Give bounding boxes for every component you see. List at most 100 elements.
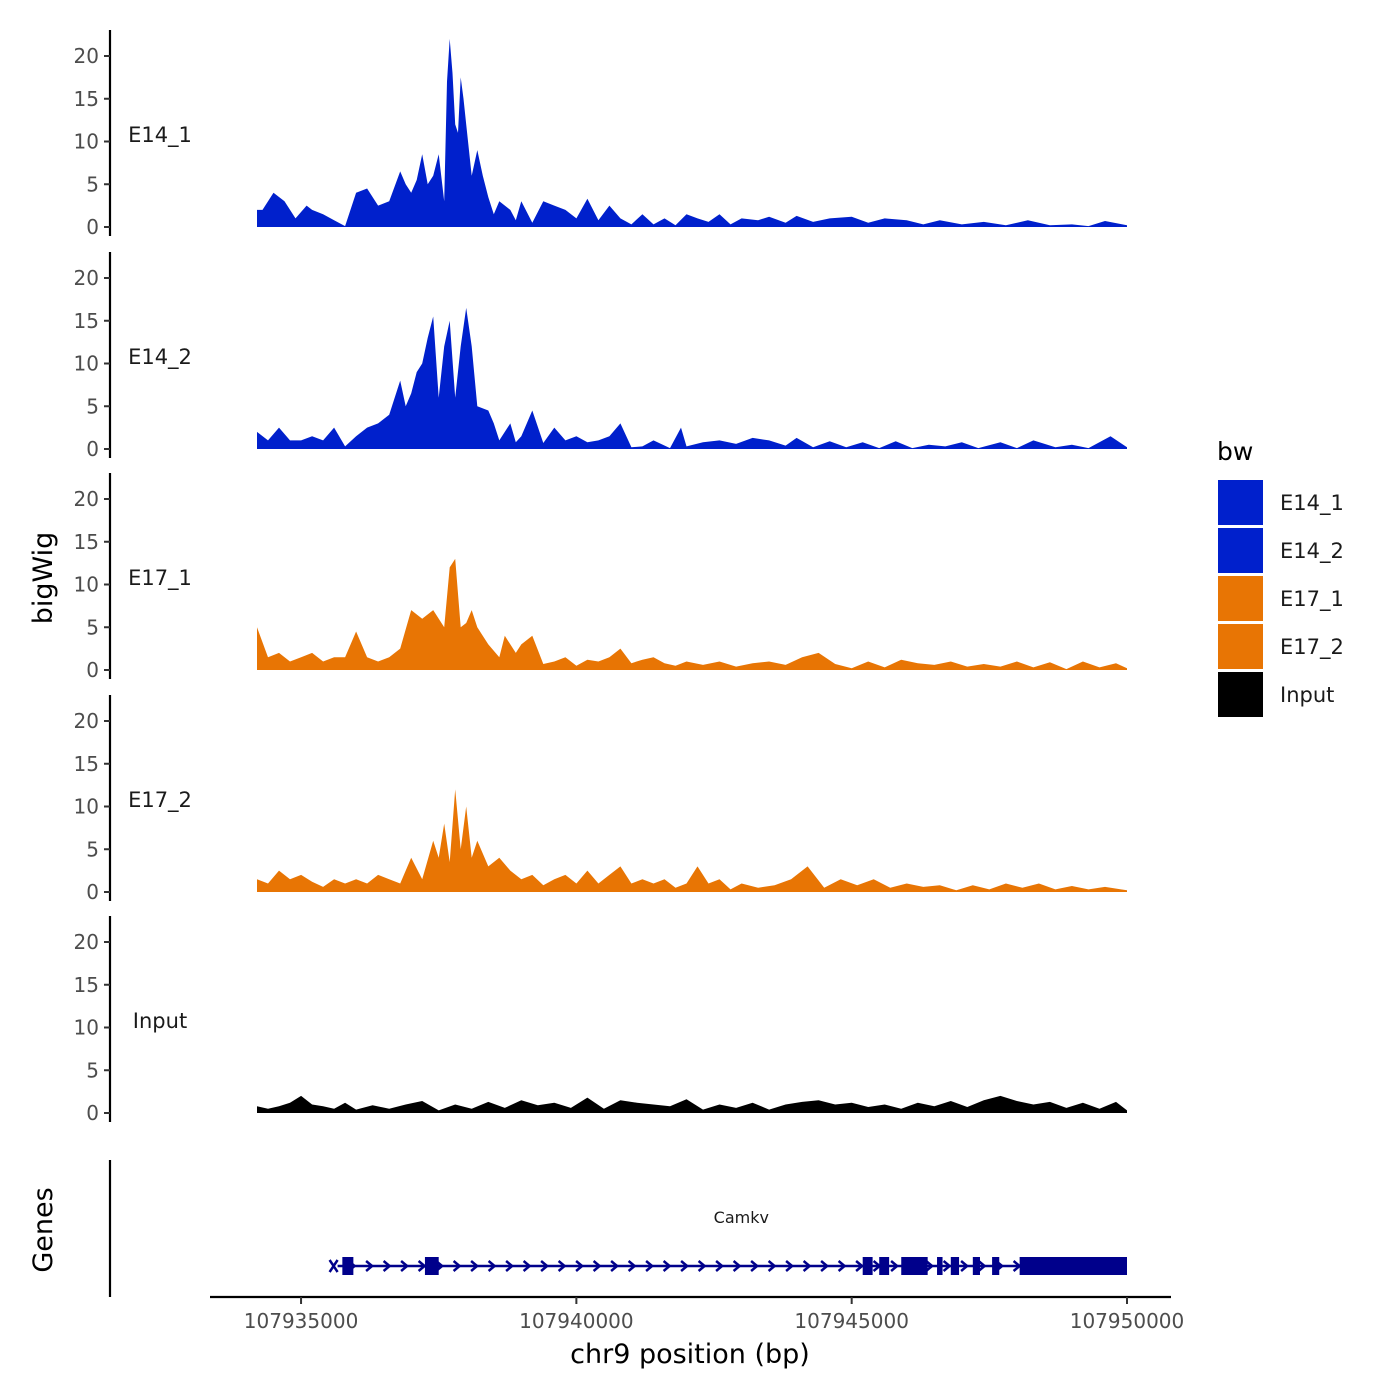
strand-arrow [1012,1260,1022,1272]
strand-arrow [592,1260,602,1272]
strand-arrow [610,1260,620,1272]
legend-label: E14_2 [1280,539,1344,564]
signal-area-Input [257,1095,1127,1113]
legend-swatch-E14_2 [1218,528,1263,573]
track-E17_2: 0 5 10 15 20 E17_2 [74,695,1127,904]
y-tick-label: 10 [74,795,99,819]
y-tick-label: 20 [74,487,99,511]
strand-arrow [732,1260,742,1272]
exon [1019,1257,1127,1275]
y-tick-label: 20 [74,44,99,68]
y-tick-label: 10 [74,573,99,597]
y-tick-label: 20 [74,709,99,733]
strand-arrow [417,1260,427,1272]
y-tick-label: 5 [86,837,99,861]
y-tick-label: 20 [74,266,99,290]
strand-arrow [522,1260,532,1272]
legend-swatch-E14_1 [1218,480,1263,525]
exon [862,1257,873,1275]
x-tick-label: 107950000 [1070,1309,1185,1333]
strand-arrow [855,1260,865,1272]
x-tick-label: 107935000 [244,1309,359,1333]
strand-arrow [452,1260,462,1272]
x-axis-title: chr9 position (bp) [570,1339,810,1370]
strand-arrow [645,1260,655,1272]
y-tick-label: 15 [74,309,99,333]
strand-arrow [715,1260,725,1272]
gene-track: Camkv [108,1160,1127,1297]
strand-arrow [382,1260,392,1272]
x-tick-label: 107945000 [794,1309,909,1333]
strand-arrow [802,1260,812,1272]
strand-arrow [487,1260,497,1272]
exon [424,1257,439,1275]
exon [937,1257,943,1275]
track-label: E17_2 [128,788,192,813]
y-tick-label: 15 [74,87,99,111]
exon [901,1257,928,1275]
strand-arrow [942,1260,952,1272]
genes-panel-title: Genes [28,1187,59,1272]
strand-arrow [820,1260,830,1272]
gene-start-mark [328,1259,339,1273]
exon [992,1257,1000,1275]
gene-Camkv: Camkv [328,1208,1127,1275]
track-E17_1: 0 5 10 15 20 E17_1 [74,473,1127,682]
track-E14_2: 0 5 10 15 20 E14_2 [74,252,1127,461]
legend-title: bw [1217,437,1253,466]
strand-arrow [662,1260,672,1272]
y-tick-label: 0 [86,1101,99,1125]
signal-area-E17_1 [257,558,1127,670]
legend-label: E17_2 [1280,635,1344,660]
x-axis: 107935000 107940000 107945000 107950000 [210,1295,1185,1333]
strand-arrow [470,1260,480,1272]
strand-arrow [767,1260,777,1272]
legend: bw E14_1 E14_2 E17_1 E17_2 Input [1217,437,1344,717]
strand-arrow [680,1260,690,1272]
legend-label: E17_1 [1280,587,1344,612]
y-tick-label: 10 [74,130,99,154]
strand-arrow [505,1260,515,1272]
strand-arrow [540,1260,550,1272]
y-tick-label: 20 [74,930,99,954]
track-label: Input [133,1009,187,1033]
strand-arrow [837,1260,847,1272]
y-tick-label: 0 [86,880,99,904]
signal-area-E14_2 [257,307,1127,449]
strand-arrow [925,1260,935,1272]
strand-arrow [575,1260,585,1272]
strand-arrow [785,1260,795,1272]
track-Input: 0 5 10 15 20 Input [74,916,1127,1125]
strand-arrow [977,1260,987,1272]
legend-label: E14_1 [1280,491,1344,516]
strand-arrow [697,1260,707,1272]
y-tick-label: 10 [74,352,99,376]
signal-area-E17_2 [257,789,1127,892]
y-tick-label: 10 [74,1016,99,1040]
exon [950,1257,960,1275]
signal-tracks: 05101520E14_105101520E14_205101520E17_10… [74,30,1127,1125]
y-tick-label: 5 [86,615,99,639]
y-tick-label: 15 [74,752,99,776]
y-tick-label: 15 [74,530,99,554]
legend-swatch-E17_2 [1218,624,1263,669]
y-tick-label: 5 [86,1058,99,1082]
gene-models: Camkv [328,1208,1127,1275]
exon [342,1257,354,1275]
y-tick-label: 15 [74,973,99,997]
y-tick-label: 0 [86,437,99,461]
exon [972,1257,980,1275]
track-E14_1: 0 5 10 15 20 E14_1 [74,30,1127,239]
gene-label: Camkv [714,1208,769,1227]
strand-arrow [960,1260,970,1272]
strand-arrow [365,1260,375,1272]
strand-arrow [750,1260,760,1272]
strand-arrow [557,1260,567,1272]
exon [879,1257,890,1275]
legend-swatch-E17_1 [1218,576,1263,621]
signal-area-E14_1 [257,38,1127,228]
legend-label: Input [1280,683,1334,707]
y-axis-title: bigWig [28,532,59,625]
strand-arrow [400,1260,410,1272]
